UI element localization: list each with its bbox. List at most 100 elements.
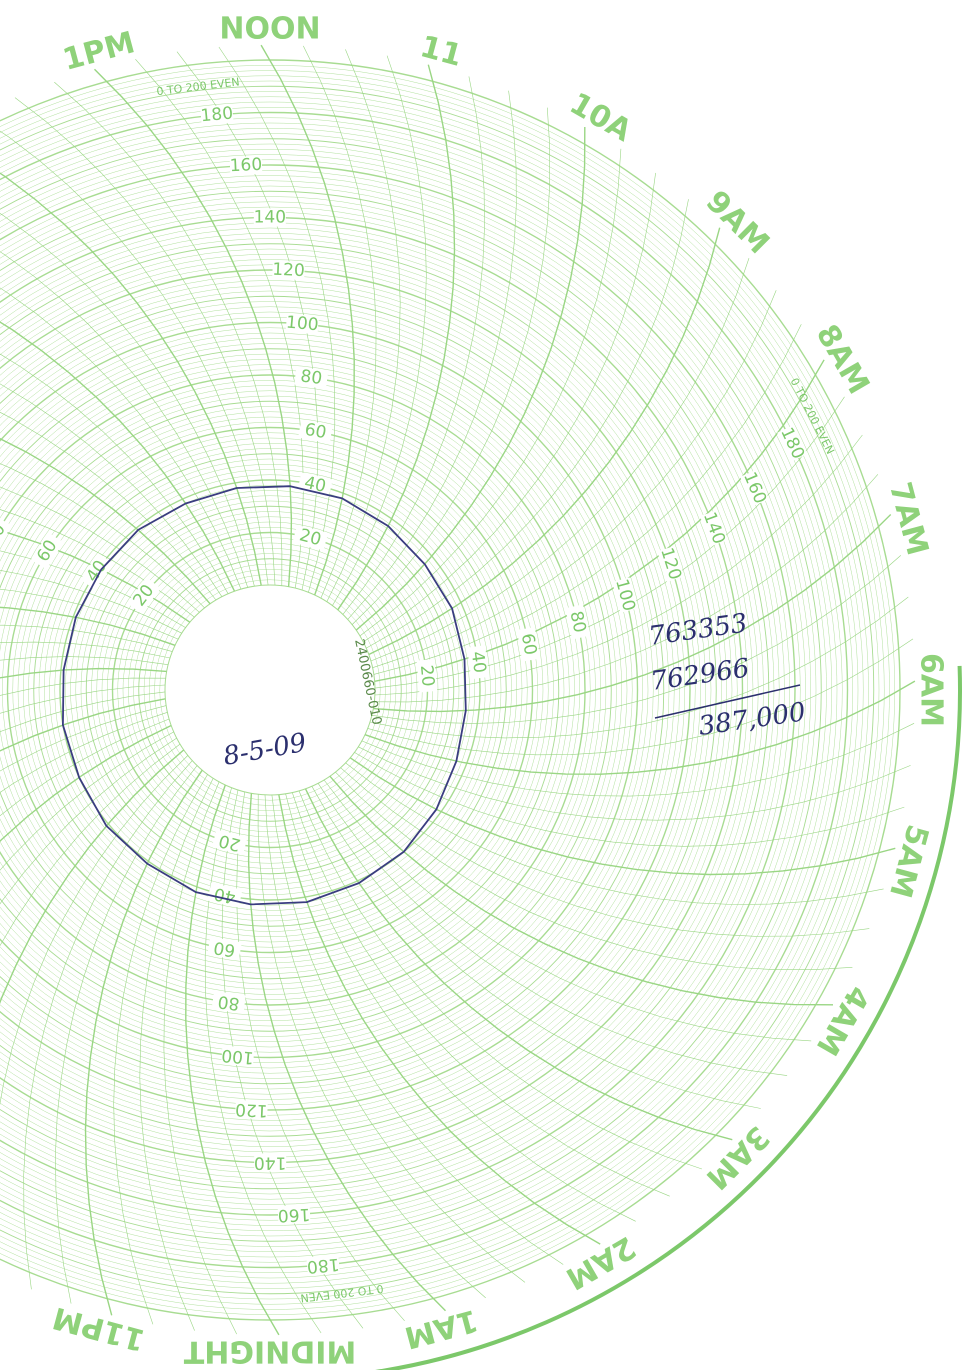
value-ring	[0, 143, 817, 1237]
time-line	[0, 731, 174, 871]
value-ring	[0, 65, 895, 1315]
hour-label: MIDNIGHT	[183, 1334, 356, 1369]
time-line	[260, 44, 355, 596]
time-line	[0, 437, 211, 605]
value-ring	[0, 138, 822, 1242]
time-line	[264, 794, 526, 1283]
value-ring	[0, 101, 859, 1279]
time-line	[363, 172, 656, 643]
value-ring	[0, 117, 843, 1263]
value-ring	[17, 437, 523, 943]
value-ring	[80, 500, 460, 880]
time-line	[292, 792, 670, 1197]
scale-tick: 80	[0, 520, 10, 549]
scale-tick: 140	[254, 1152, 286, 1172]
time-line	[342, 76, 485, 615]
time-line	[163, 781, 237, 1335]
value-ring	[0, 85, 875, 1295]
value-ring	[75, 495, 465, 885]
time-line	[204, 787, 322, 1334]
value-ring	[0, 133, 827, 1247]
time-line	[0, 509, 195, 618]
value-ring	[0, 227, 733, 1153]
time-line	[0, 588, 179, 640]
hour-label: 4AM	[809, 980, 876, 1062]
scale-tick: 120	[656, 545, 685, 582]
time-line	[355, 126, 586, 631]
scale-tick: 60	[212, 937, 237, 960]
time-line	[337, 64, 456, 611]
tick-bg	[31, 532, 64, 570]
time-line	[14, 97, 276, 586]
value-ring	[0, 290, 670, 1090]
hour-label: NOON	[219, 12, 320, 47]
time-line	[23, 760, 193, 1290]
time-line	[332, 55, 427, 606]
hour-label: 2AM	[560, 1229, 642, 1296]
value-ring	[0, 400, 560, 980]
scale-tick: 60	[303, 420, 328, 443]
time-line	[0, 724, 172, 843]
time-line	[271, 794, 564, 1265]
value-ring	[0, 154, 806, 1226]
tick-bg	[657, 545, 685, 582]
scale-tick: 180	[200, 103, 234, 126]
time-line	[351, 107, 550, 625]
value-ring	[0, 259, 701, 1121]
time-line	[135, 59, 304, 589]
value-ring	[91, 511, 449, 869]
time-line	[298, 790, 702, 1170]
value-ring	[0, 80, 880, 1300]
value-ring	[65, 485, 475, 895]
value-ring	[0, 385, 575, 995]
hour-label: 1PM	[59, 25, 138, 78]
tick-bg	[740, 469, 770, 507]
tick-bg	[298, 419, 333, 444]
value-ring	[0, 280, 680, 1100]
time-line	[0, 251, 248, 588]
time-line	[0, 698, 166, 752]
tick-bg	[467, 645, 490, 680]
hour-label: 6AM	[914, 653, 949, 727]
time-line	[0, 743, 181, 947]
time-line	[0, 641, 171, 659]
scale-tick: 80	[299, 366, 323, 389]
time-line	[285, 793, 636, 1222]
time-line	[0, 287, 242, 590]
value-ring	[6, 426, 534, 954]
time-line	[0, 570, 182, 634]
value-ring	[54, 474, 486, 906]
time-line	[370, 258, 750, 662]
underline	[654, 684, 801, 719]
time-line	[94, 68, 293, 587]
value-ring	[0, 411, 549, 969]
scale-tick: 80	[217, 991, 241, 1014]
hour-label: 11PM	[49, 1299, 148, 1357]
value-ring	[0, 269, 691, 1111]
value-ring	[33, 453, 507, 927]
tick-bg	[277, 1204, 311, 1225]
time-line	[0, 383, 223, 597]
tick-bg	[0, 516, 12, 554]
time-line	[0, 684, 166, 714]
value-ring	[0, 275, 685, 1105]
time-line	[374, 434, 863, 696]
value-ring	[0, 70, 890, 1310]
value-ring	[0, 327, 633, 1053]
scale-tick: 80	[565, 609, 589, 634]
value-ring	[154, 574, 386, 806]
time-line	[354, 752, 905, 847]
time-line	[369, 596, 909, 739]
time-line	[139, 778, 214, 1331]
time-line	[0, 712, 168, 793]
value-ring	[59, 479, 481, 901]
tick-bg	[229, 155, 263, 176]
scale-tick: 160	[277, 1204, 310, 1225]
scale-tick: 140	[699, 510, 729, 547]
scale-tick: 100	[611, 577, 639, 614]
time-line	[0, 529, 191, 623]
value-ring	[12, 432, 528, 948]
value-ring	[0, 164, 796, 1216]
tick-bg	[80, 553, 114, 590]
tick-bg	[416, 659, 438, 693]
